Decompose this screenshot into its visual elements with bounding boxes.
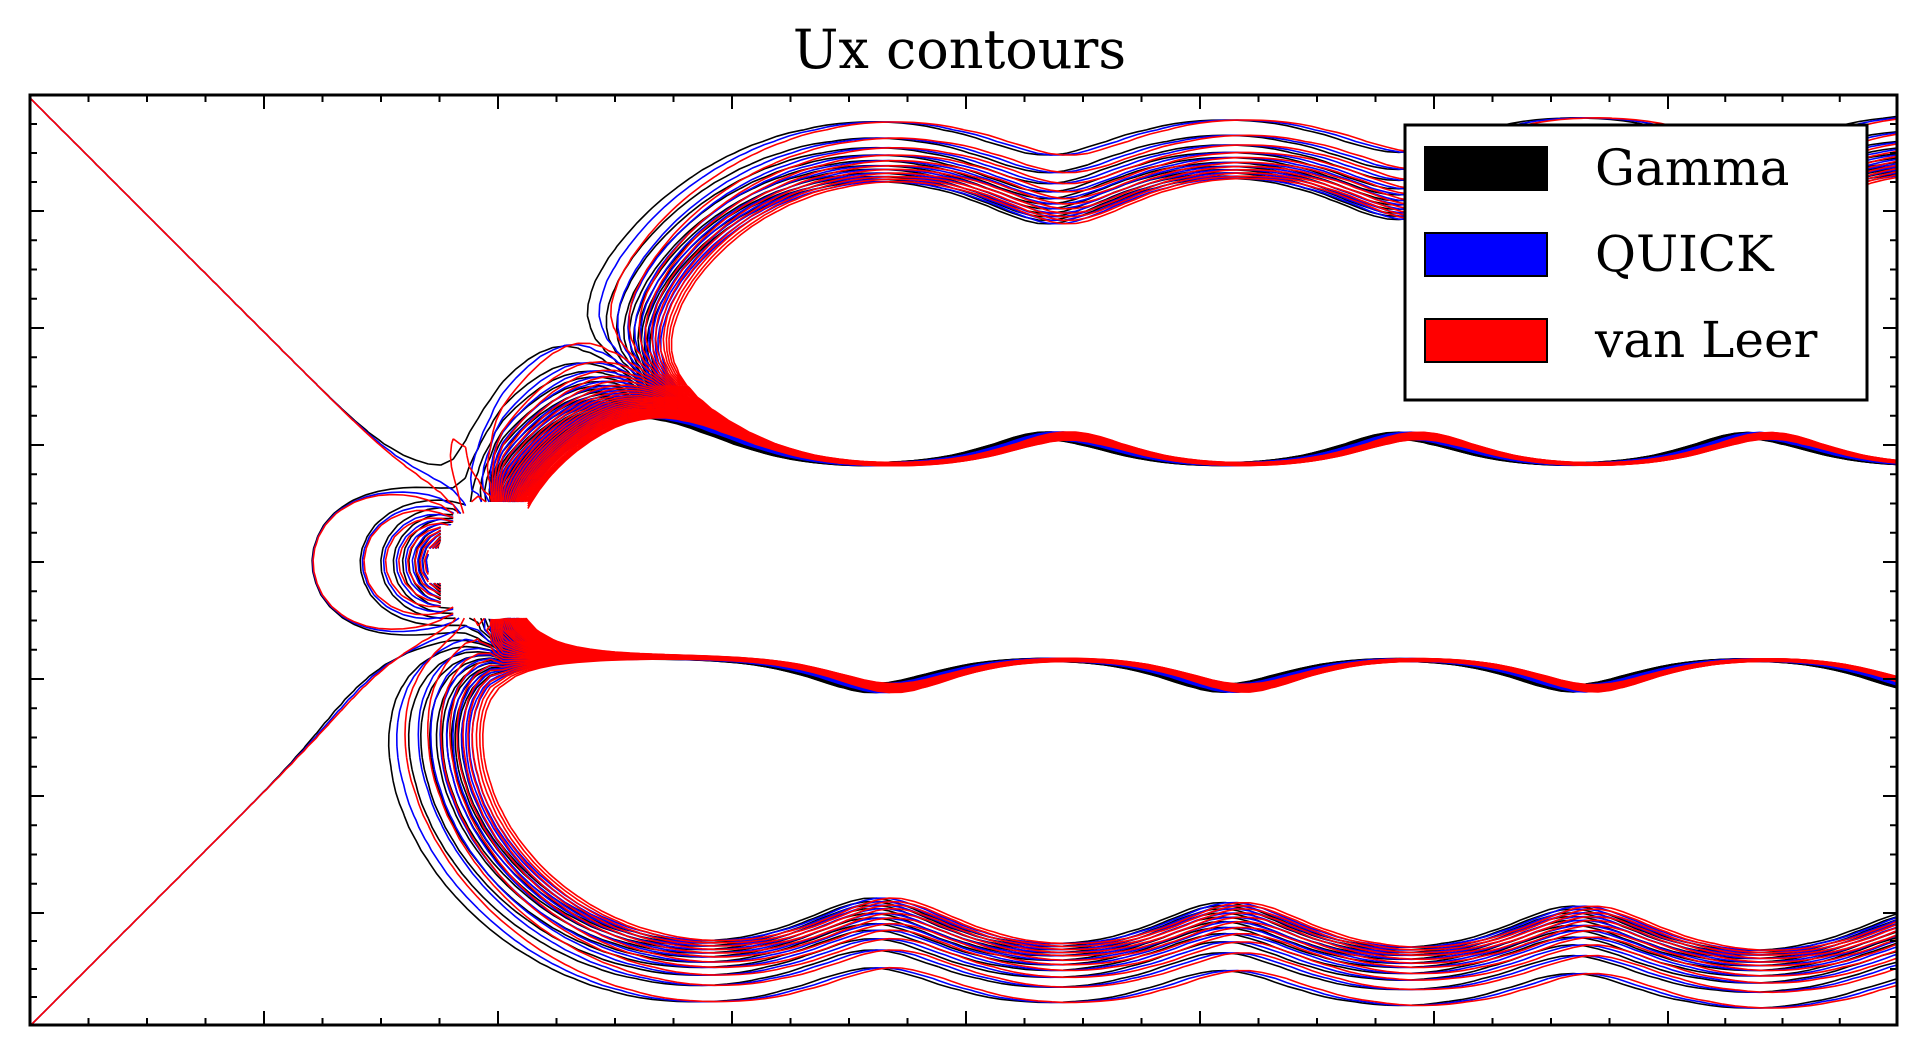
legend-swatch-van-leer xyxy=(1424,318,1548,363)
legend-label: Gamma xyxy=(1595,139,1789,197)
contour-line xyxy=(434,400,1897,688)
contour-line xyxy=(507,400,1897,688)
contour-line xyxy=(524,416,1897,686)
contour-line xyxy=(435,398,1897,689)
contour-line xyxy=(517,416,1897,686)
contour-line xyxy=(408,387,1897,690)
contour-line xyxy=(435,397,1897,689)
contour-line xyxy=(432,397,1897,689)
contour-series-van-leer xyxy=(30,97,1897,1025)
contour-line xyxy=(423,392,1897,689)
plot-frame xyxy=(28,93,1899,1027)
contour-line xyxy=(437,402,1897,688)
contour-lines xyxy=(30,97,1897,1025)
legend: Gamma QUICK van Leer xyxy=(1403,123,1869,402)
contour-line xyxy=(392,380,1897,690)
contour-line xyxy=(525,416,1897,686)
contour-line xyxy=(502,402,1897,688)
legend-swatch-quick xyxy=(1424,232,1548,277)
contour-line xyxy=(421,395,1897,689)
legend-swatch-gamma xyxy=(1424,146,1548,191)
contour-line xyxy=(425,395,1897,689)
cylinder-obstacle xyxy=(437,505,551,619)
contour-line xyxy=(418,392,1897,689)
contour-line xyxy=(438,398,1897,689)
contour-line xyxy=(404,384,1897,690)
contour-line xyxy=(431,394,1897,689)
contour-line xyxy=(516,416,1897,686)
contour-line xyxy=(508,416,1897,686)
legend-label: QUICK xyxy=(1595,225,1775,283)
contour-line xyxy=(438,400,1897,688)
legend-label: van Leer xyxy=(1594,311,1818,369)
contour-line xyxy=(414,390,1897,689)
contour-line xyxy=(414,387,1897,690)
axis-ticks xyxy=(29,94,1898,1026)
contour-line xyxy=(411,387,1897,690)
contour-line xyxy=(421,392,1897,689)
contour-line xyxy=(425,397,1897,689)
contour-line xyxy=(419,389,1897,689)
contour-line xyxy=(398,380,1897,690)
contour-line xyxy=(407,384,1897,690)
contour-line xyxy=(401,384,1897,690)
contour-line xyxy=(417,390,1897,689)
chart-title: Ux contours xyxy=(792,18,1127,81)
contour-line xyxy=(509,416,1897,686)
contour-line xyxy=(395,380,1897,690)
contour-line xyxy=(431,398,1897,689)
